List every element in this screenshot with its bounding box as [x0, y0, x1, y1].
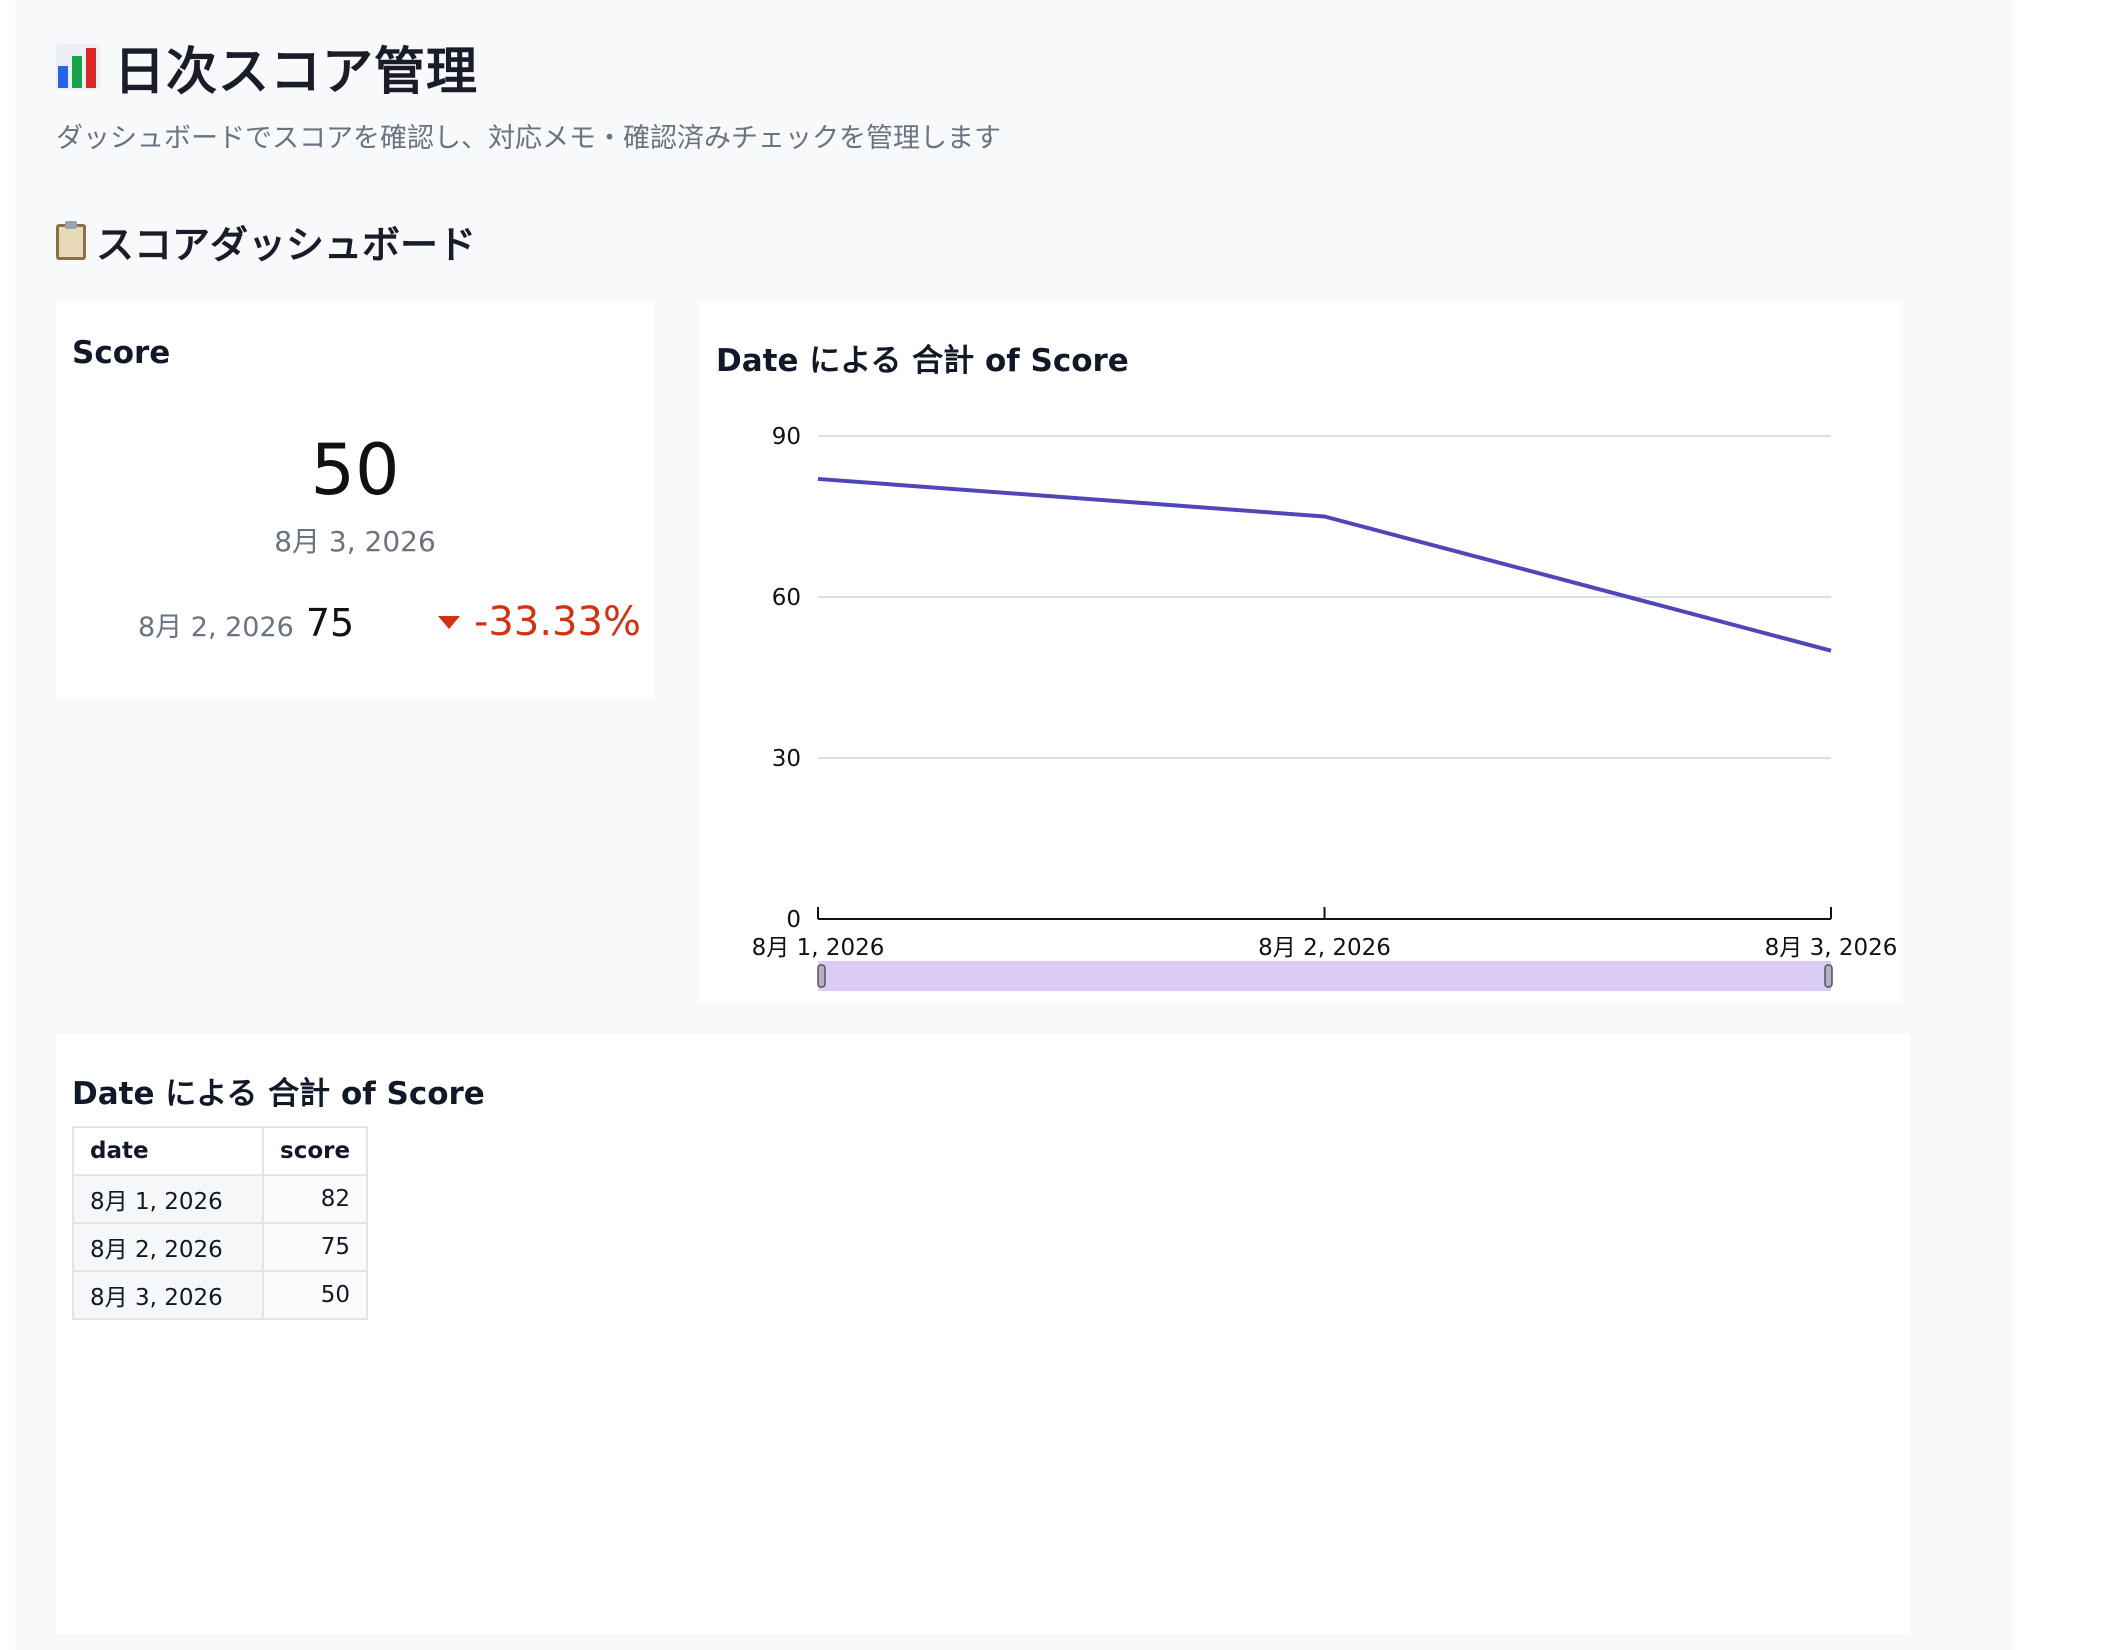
kpi-delta-text: -33.33% [474, 599, 641, 645]
x-tick-label: 8月 1, 2026 [752, 935, 885, 961]
table-title: Date による 合計 of Score [72, 1076, 485, 1112]
series-line [817, 476, 1832, 653]
section-title: スコアダッシュボード [56, 214, 476, 269]
y-tick-label: 60 [772, 585, 801, 611]
score-table: date score 8月 1, 2026 82 8月 2, 2026 75 8… [72, 1126, 369, 1320]
bar-chart-icon [56, 44, 100, 90]
page-title: 日次スコア管理 [56, 30, 478, 104]
line-chart-card[interactable]: Date による 合計 of Score 0 30 60 90 8月 1, 2026 8月… [700, 301, 1901, 1003]
column-header-date[interactable]: date [72, 1126, 264, 1176]
range-handle[interactable] [1824, 964, 1833, 988]
kpi-comparison: 8月 2, 2026 75 [138, 601, 354, 645]
section-title-text: スコアダッシュボード [96, 223, 477, 267]
column-header-score[interactable]: score [261, 1126, 369, 1176]
table-row: 8月 3, 2026 50 [72, 1270, 369, 1320]
line-chart-title: Date による 合計 of Score [716, 343, 1129, 379]
kpi-card[interactable]: Score 50 8月 3, 2026 8月 2, 2026 75 -33.33… [56, 301, 654, 699]
app-root: 日次スコア管理 ダッシュボードでスコアを確認し、対応メモ・確認済みチェックを管理… [15, 0, 2013, 1650]
table-cell-date: 8月 2, 2026 [72, 1222, 264, 1272]
table-row: 8月 1, 2026 82 [72, 1174, 369, 1224]
page-subtitle: ダッシュボードでスコアを確認し、対応メモ・確認済みチェックを管理します [56, 123, 1001, 154]
table-cell-score: 50 [261, 1270, 369, 1320]
kpi-title: Score [72, 335, 171, 371]
range-handle[interactable] [817, 964, 826, 988]
x-tick-label: 8月 2, 2026 [1258, 935, 1391, 961]
kpi-delta: -33.33% [438, 599, 641, 645]
clipboard-icon [56, 220, 86, 260]
line-chart[interactable]: 0 30 60 90 8月 1, 2026 8月 2, 2026 8月 3, 2026 [700, 301, 1901, 1003]
table-card[interactable]: Date による 合計 of Score date score 8月 1, 20… [56, 1034, 1910, 1634]
table-cell-date: 8月 3, 2026 [72, 1270, 264, 1320]
x-tick-label: 8月 3, 2026 [1765, 935, 1898, 961]
kpi-date: 8月 3, 2026 [274, 525, 436, 558]
down-triangle-icon [438, 615, 460, 629]
y-tick-label: 30 [772, 746, 801, 772]
kpi-compare-value: 75 [305, 601, 355, 645]
kpi-value: 50 [310, 429, 400, 511]
y-tick-label: 0 [786, 907, 801, 933]
range-selector[interactable] [818, 961, 1831, 991]
kpi-compare-date: 8月 2, 2026 [138, 612, 294, 643]
table-cell-score: 82 [261, 1174, 369, 1224]
table-header-row: date score [72, 1126, 369, 1176]
y-tick-label: 90 [772, 424, 801, 450]
page-title-text: 日次スコア管理 [114, 43, 479, 102]
table-cell-score: 75 [261, 1222, 369, 1272]
table-row: 8月 2, 2026 75 [72, 1222, 369, 1272]
table-cell-date: 8月 1, 2026 [72, 1174, 264, 1224]
